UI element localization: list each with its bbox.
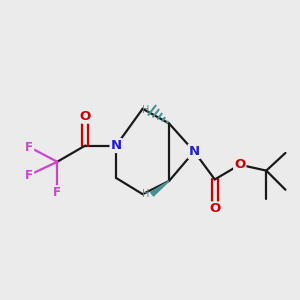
Text: H: H: [142, 189, 149, 199]
Text: O: O: [234, 158, 245, 171]
Text: O: O: [209, 202, 220, 215]
Polygon shape: [151, 181, 169, 196]
Text: F: F: [25, 141, 33, 154]
Text: H: H: [142, 105, 149, 115]
Text: F: F: [25, 169, 33, 182]
Text: F: F: [53, 186, 61, 199]
Text: O: O: [80, 110, 91, 123]
Text: N: N: [189, 145, 200, 158]
Text: N: N: [111, 139, 122, 152]
